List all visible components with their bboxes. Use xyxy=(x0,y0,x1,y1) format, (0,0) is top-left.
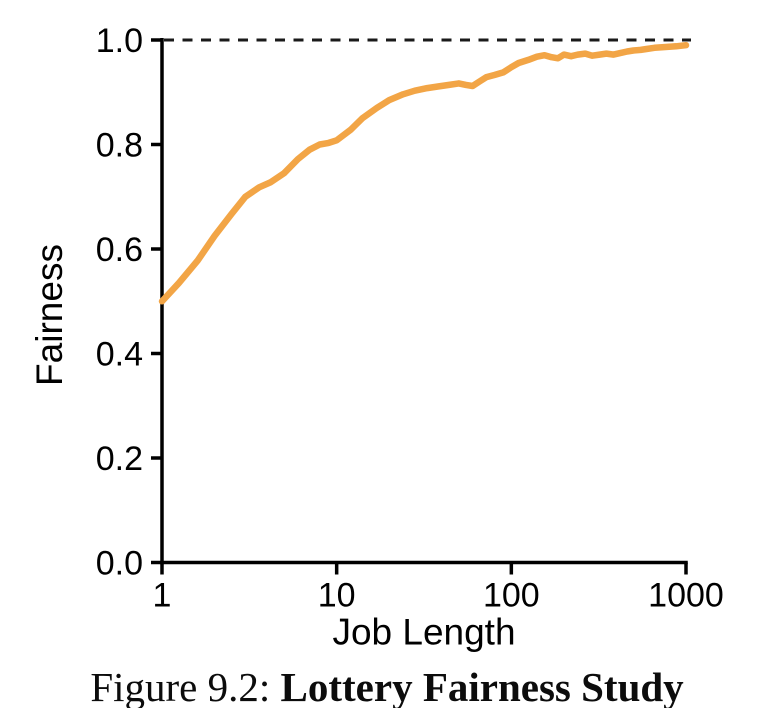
y-tick-label: 0.6 xyxy=(96,231,143,269)
x-tick-label: 10 xyxy=(318,577,356,615)
x-tick-label: 1000 xyxy=(648,577,724,615)
x-axis-title: Job Length xyxy=(332,612,515,653)
x-tick-label: 1 xyxy=(153,577,172,615)
caption-title: Lottery Fairness Study xyxy=(280,664,684,708)
y-tick-label: 1.0 xyxy=(96,22,143,60)
caption-prefix: Figure 9.2: xyxy=(90,664,281,708)
x-tick-label: 100 xyxy=(483,577,540,615)
y-tick-label: 0.0 xyxy=(96,545,143,583)
fairness-curve xyxy=(158,41,690,305)
figure-caption: Figure 9.2: Lottery Fairness Study xyxy=(0,666,774,708)
y-axis-title: Fairness xyxy=(29,244,70,386)
y-tick-label: 0.4 xyxy=(96,336,143,374)
y-tick-label: 0.8 xyxy=(96,127,143,165)
y-tick-label: 0.2 xyxy=(96,440,143,478)
